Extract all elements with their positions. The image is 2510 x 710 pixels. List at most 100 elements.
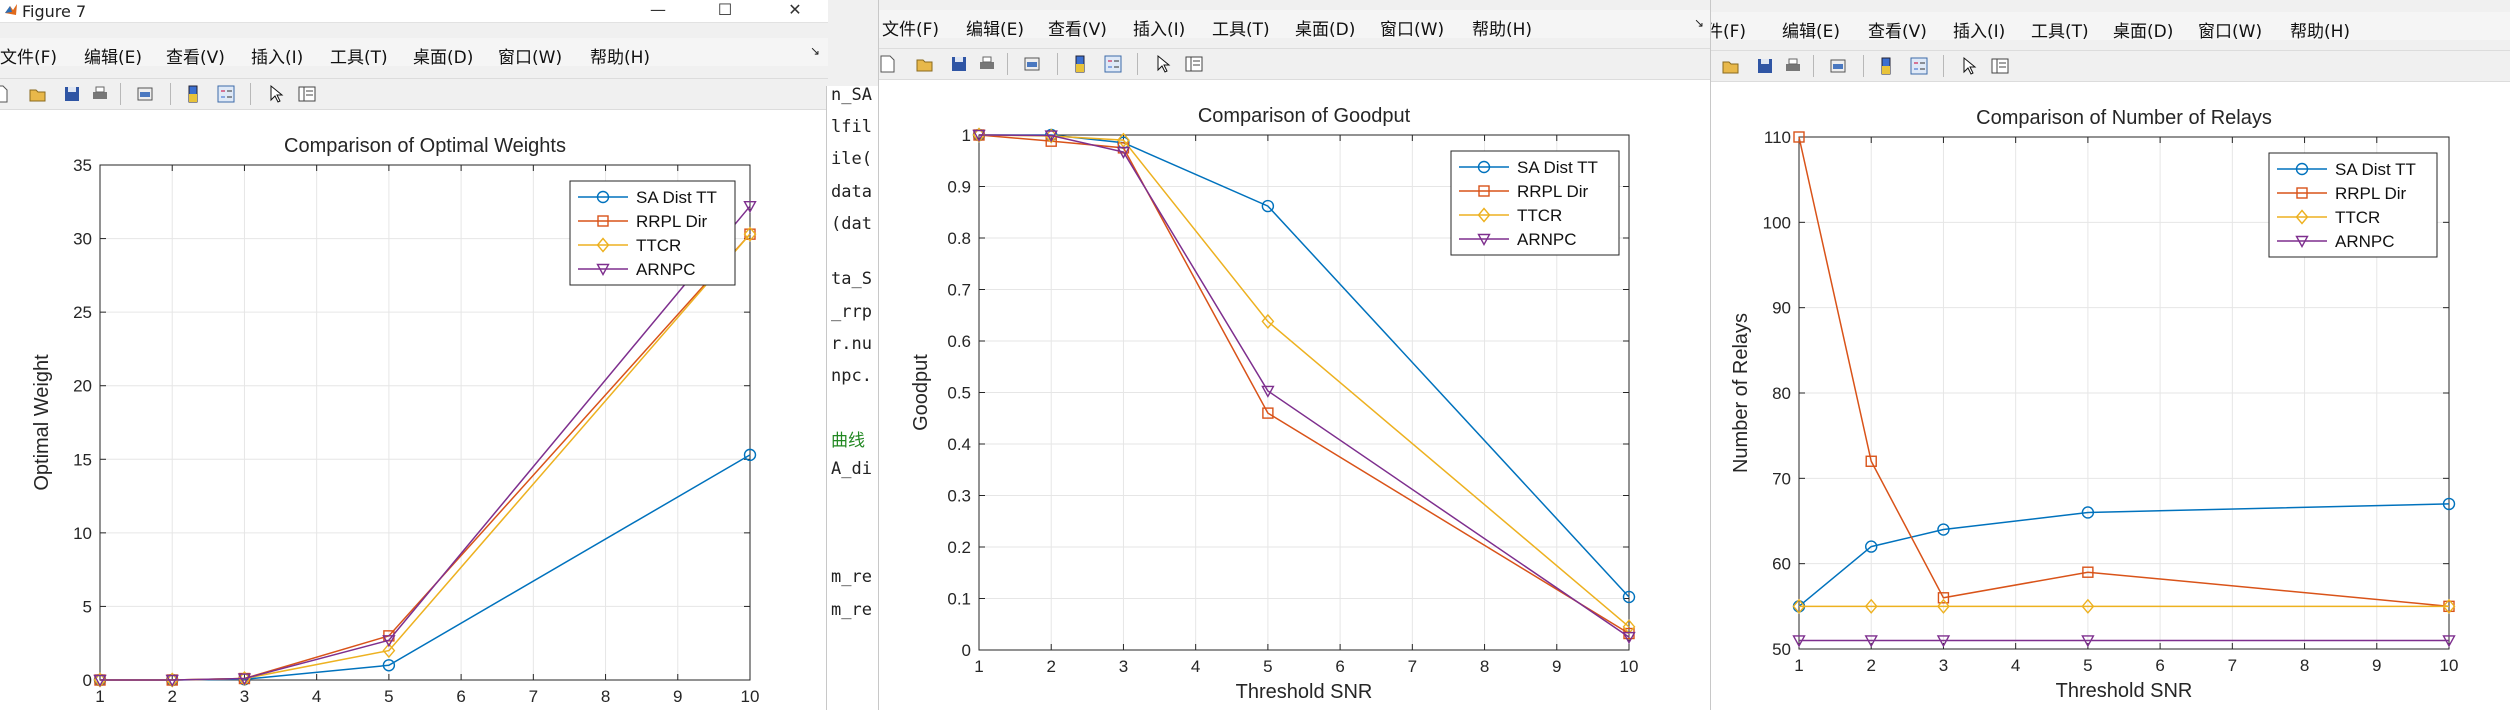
code-fragment: 曲线 xyxy=(831,431,865,451)
x-tick-label: 4 xyxy=(312,687,321,706)
marker-circle xyxy=(1477,160,1491,174)
menu-file[interactable]: 文件(F) xyxy=(0,48,58,68)
marker-diamond xyxy=(596,237,610,253)
menu-desktop[interactable]: 桌面(D) xyxy=(1295,20,1356,40)
series-arnpc xyxy=(93,201,757,687)
figure-window-relays: 文件(F) 编辑(E) 查看(V) 插入(I) 工具(T) 桌面(D) 窗口(W… xyxy=(1710,0,2510,710)
marker-triangle-down xyxy=(1792,635,1806,648)
print-preview-icon[interactable] xyxy=(1022,54,1042,74)
y-tick-label: 70 xyxy=(1772,469,1791,488)
x-axis-label: Threshold SNR xyxy=(1236,681,1373,703)
minimize-button[interactable]: — xyxy=(650,0,666,19)
marker-circle xyxy=(743,448,757,462)
pointer-icon[interactable] xyxy=(266,84,286,104)
menu-view[interactable]: 查看(V) xyxy=(166,48,225,68)
menu-desktop[interactable]: 桌面(D) xyxy=(413,48,474,68)
menu-help[interactable]: 帮助(H) xyxy=(2290,22,2351,42)
open-folder-icon[interactable] xyxy=(28,84,48,104)
marker-diamond xyxy=(1792,598,1806,614)
x-tick-label: 1 xyxy=(974,657,983,676)
menu-view[interactable]: 查看(V) xyxy=(1868,22,1927,42)
print-icon[interactable] xyxy=(977,54,997,74)
y-tick-label: 15 xyxy=(73,450,92,469)
figure-toolbar xyxy=(879,48,1711,80)
colorbar-icon[interactable] xyxy=(1876,56,1896,76)
series-line xyxy=(1798,136,2450,608)
new-file-icon[interactable] xyxy=(0,84,10,104)
property-editor-icon[interactable] xyxy=(1184,54,1204,74)
open-folder-icon[interactable] xyxy=(915,54,935,74)
chart-goodput[interactable]: 1 2 3 4 5 6 7 8 9 10 0 0.1 0.2 0.3 0.4 0.5 0.6 0.7 0.8 0.9 1… xyxy=(879,80,1711,710)
menu-window[interactable]: 窗口(W) xyxy=(1380,20,1445,40)
save-icon[interactable] xyxy=(62,84,82,104)
menu-edit[interactable]: 编辑(E) xyxy=(966,20,1025,40)
marker-square xyxy=(1937,592,1950,604)
property-editor-icon[interactable] xyxy=(297,84,317,104)
x-axis-label: Threshold SNR xyxy=(2056,680,2193,702)
marker-triangle-down xyxy=(1936,635,1951,648)
legend-label: ARNPC xyxy=(636,260,696,279)
marker-square xyxy=(2296,187,2308,199)
code-fragment: m_re xyxy=(831,567,872,587)
y-tick-label: 0.6 xyxy=(947,332,971,351)
colorbar-icon[interactable] xyxy=(1070,54,1090,74)
y-tick-label: 1 xyxy=(962,126,971,145)
menu-window[interactable]: 窗口(W) xyxy=(2198,22,2263,42)
menu-insert[interactable]: 插入(I) xyxy=(1953,22,2006,42)
menu-file[interactable]: 文件(F) xyxy=(882,20,940,40)
menu-insert[interactable]: 插入(I) xyxy=(251,48,304,68)
menu-tools[interactable]: 工具(T) xyxy=(330,48,388,68)
print-icon[interactable] xyxy=(90,84,110,104)
legend-icon[interactable] xyxy=(1103,54,1123,74)
print-icon[interactable] xyxy=(1783,56,1803,76)
x-tick-label: 4 xyxy=(2011,656,2020,675)
legend-label: TTCR xyxy=(1517,206,1562,225)
maximize-button[interactable]: ☐ xyxy=(717,0,733,19)
close-button[interactable]: ✕ xyxy=(788,0,802,19)
chart-optimal-weights[interactable]: 1 2 3 4 5 6 7 8 9 10 0 5 10 15 20 25 30 35 Comparison of O… xyxy=(0,110,828,710)
save-icon[interactable] xyxy=(949,54,969,74)
property-editor-icon[interactable] xyxy=(1990,56,2010,76)
menu-help[interactable]: 帮助(H) xyxy=(1472,20,1533,40)
menu-desktop[interactable]: 桌面(D) xyxy=(2113,22,2174,42)
menu-window[interactable]: 窗口(W) xyxy=(498,48,563,68)
x-tick-label: 7 xyxy=(529,687,538,706)
colorbar-icon[interactable] xyxy=(183,84,203,104)
marker-triangle-down xyxy=(93,674,107,687)
menu-overflow-icon[interactable]: ↘ xyxy=(810,44,821,58)
pointer-icon[interactable] xyxy=(1959,56,1979,76)
print-preview-icon[interactable] xyxy=(1828,56,1848,76)
print-preview-icon[interactable] xyxy=(135,84,155,104)
chart-number-of-relays[interactable]: 1 2 3 4 5 6 7 8 9 10 50 60 70 80 90 100 110 Comparison of… xyxy=(1711,82,2510,710)
legend-label: SA Dist TT xyxy=(2335,160,2416,179)
menu-file[interactable]: 文件(F) xyxy=(1711,22,1747,42)
legend-icon[interactable] xyxy=(216,84,236,104)
x-tick-label: 10 xyxy=(2440,656,2459,675)
legend-label: ARNPC xyxy=(2335,232,2395,251)
code-fragment: (dat xyxy=(831,214,872,234)
menu-edit[interactable]: 编辑(E) xyxy=(84,48,143,68)
open-folder-icon[interactable] xyxy=(1721,56,1741,76)
series-arnpc xyxy=(972,129,1636,645)
x-tick-label: 4 xyxy=(1191,657,1200,676)
menu-tools[interactable]: 工具(T) xyxy=(2031,22,2089,42)
marker-circle xyxy=(2295,162,2309,176)
x-tick-label: 8 xyxy=(601,687,610,706)
y-tick-label: 0.1 xyxy=(947,590,971,609)
legend-icon[interactable] xyxy=(1909,56,1929,76)
y-tick-label: 0.9 xyxy=(947,178,971,197)
marker-triangle-down xyxy=(743,201,757,214)
menu-edit[interactable]: 编辑(E) xyxy=(1782,22,1841,42)
menu-help[interactable]: 帮助(H) xyxy=(590,48,651,68)
pointer-icon[interactable] xyxy=(1153,54,1173,74)
new-file-icon[interactable] xyxy=(878,54,897,74)
menu-overflow-icon[interactable]: ↘ xyxy=(1694,16,1705,30)
x-tick-label: 9 xyxy=(673,687,682,706)
save-icon[interactable] xyxy=(1755,56,1775,76)
menu-view[interactable]: 查看(V) xyxy=(1048,20,1107,40)
x-tick-label: 3 xyxy=(1939,656,1948,675)
menu-insert[interactable]: 插入(I) xyxy=(1133,20,1186,40)
y-tick-label: 80 xyxy=(1772,384,1791,403)
title-bar[interactable]: Figure 7 — ☐ ✕ xyxy=(0,0,828,23)
menu-tools[interactable]: 工具(T) xyxy=(1212,20,1270,40)
